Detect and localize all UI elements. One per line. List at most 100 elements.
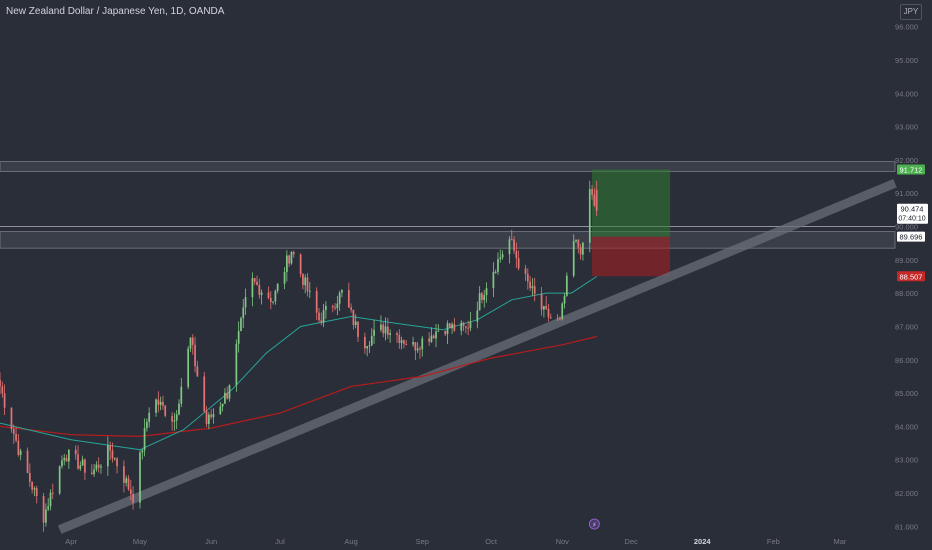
candle-body <box>529 281 531 289</box>
candle <box>77 445 79 470</box>
candle-body <box>561 303 564 319</box>
candle-body <box>106 445 109 467</box>
candle-body <box>306 277 309 292</box>
candle-body <box>212 413 215 418</box>
candle <box>123 460 125 493</box>
candle <box>556 313 559 322</box>
candle <box>28 463 31 487</box>
lightning-glyph: ⚡ <box>592 521 597 529</box>
candle <box>347 282 350 309</box>
candle-body <box>432 335 435 339</box>
candle <box>164 404 167 418</box>
target-price-label: 91.712 <box>900 165 923 174</box>
horizontal-zone[interactable] <box>0 231 896 249</box>
y-tick-label: 87.000 <box>895 322 918 331</box>
candle <box>483 290 486 308</box>
candle-body <box>219 406 222 414</box>
candle-body <box>591 189 593 195</box>
candle <box>93 464 95 478</box>
ema-fast-line[interactable] <box>0 276 597 451</box>
candle <box>435 323 437 348</box>
candle-body <box>81 459 84 466</box>
candle <box>162 395 164 410</box>
candle <box>276 283 279 294</box>
candle <box>35 485 38 504</box>
candle <box>274 289 277 305</box>
candle-body <box>354 321 357 325</box>
candle-body <box>421 338 424 350</box>
trendline[interactable] <box>57 179 897 534</box>
candle-body <box>565 275 568 296</box>
candle <box>469 312 472 332</box>
currency-badge[interactable]: JPY <box>900 4 922 20</box>
candle <box>100 464 102 474</box>
position-stop-zone[interactable] <box>592 236 671 277</box>
horizontal-zone[interactable] <box>0 161 896 172</box>
candle-body <box>10 407 13 430</box>
candle <box>575 239 577 243</box>
candle-body <box>123 466 125 483</box>
candle <box>141 448 144 460</box>
candle <box>61 455 63 469</box>
candle <box>106 436 109 476</box>
candle-body <box>336 303 339 309</box>
candle <box>17 433 20 457</box>
candle <box>31 481 33 494</box>
candle-body <box>203 376 206 412</box>
x-tick-label: Feb <box>767 537 780 546</box>
candle <box>97 457 100 473</box>
candle-body <box>15 433 17 441</box>
candle <box>414 342 417 361</box>
candle <box>582 241 584 261</box>
candle-body <box>191 337 194 345</box>
candle-body <box>364 336 366 349</box>
candle <box>180 377 183 408</box>
candle-body <box>467 327 470 329</box>
candle <box>242 298 245 329</box>
candle-body <box>533 286 536 294</box>
candle-body <box>33 488 36 490</box>
candle-body <box>318 312 320 321</box>
candle <box>267 286 270 300</box>
candle <box>380 315 382 333</box>
candle <box>47 497 50 512</box>
candle-body <box>373 329 375 336</box>
y-tick-label: 89.000 <box>895 256 918 265</box>
candle-body <box>446 323 449 335</box>
candle-body <box>237 331 240 344</box>
candle <box>10 407 13 433</box>
candle-body <box>253 278 256 282</box>
candle <box>476 301 479 329</box>
candle-body <box>414 342 417 351</box>
candle <box>79 461 82 471</box>
candle-body <box>17 440 20 455</box>
current-price-label: 90.474 <box>901 205 924 214</box>
candle <box>451 321 453 334</box>
candle-body <box>171 415 173 422</box>
candle-body <box>347 290 350 308</box>
candle <box>357 321 359 342</box>
candle <box>366 345 369 357</box>
candle <box>65 454 68 462</box>
entry-price-label-bg <box>897 231 925 242</box>
candle-body <box>325 305 327 311</box>
candle <box>148 407 151 428</box>
candle <box>462 321 465 332</box>
candle-body <box>155 399 157 413</box>
ema-slow-line[interactable] <box>0 335 597 438</box>
candle-body <box>35 488 38 496</box>
y-tick-label: 83.000 <box>895 456 918 465</box>
candle <box>524 264 527 281</box>
candle-body <box>61 460 63 467</box>
candle-body <box>483 295 486 301</box>
candle-body <box>244 297 247 308</box>
candle-body <box>251 278 254 298</box>
candle-body <box>481 293 483 301</box>
lightning-event-icon[interactable] <box>588 518 600 530</box>
position-target-zone[interactable] <box>592 169 671 237</box>
candle-body <box>164 405 167 416</box>
candle-body <box>228 385 231 399</box>
candle <box>173 412 176 431</box>
